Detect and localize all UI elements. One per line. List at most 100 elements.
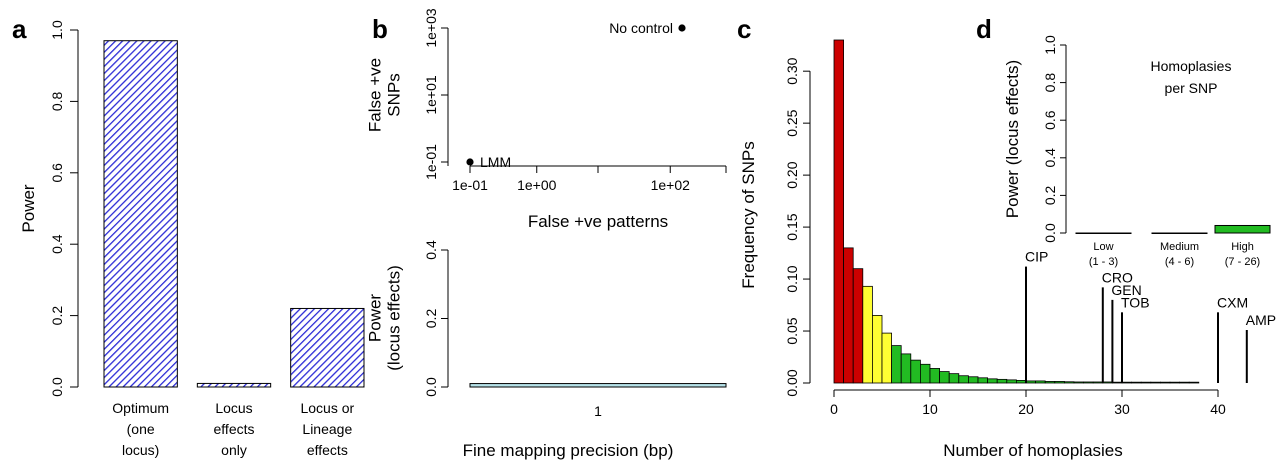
hist-bar-32 (1131, 381, 1142, 384)
x-tick-label-a: Locus (215, 400, 252, 416)
x-tick-label-a: Locus or (300, 400, 354, 416)
hist-bar-14 (958, 375, 969, 384)
hist-bar-24 (1054, 381, 1065, 384)
hist-bar-21 (1025, 380, 1036, 384)
hist-bar-31 (1121, 381, 1132, 384)
y-axis-title-b-top: False +veSNPs (366, 58, 404, 132)
x-tick-label-c: 40 (1210, 401, 1226, 417)
hist-bar-19 (1006, 379, 1017, 384)
x-tick-label-d: Medium (1160, 241, 1199, 253)
x-axis-title-c: Number of homoplasies (943, 441, 1123, 460)
bar-d-1 (1075, 232, 1132, 234)
y-tick-label-d: 0.2 (1042, 185, 1058, 205)
hist-bar-15 (968, 376, 979, 384)
hist-bar-34 (1150, 381, 1161, 384)
y-tick-label-a: 1.0 (49, 20, 65, 40)
hist-bar-38 (1188, 381, 1200, 384)
bar-a-3 (290, 307, 365, 388)
y-tick-label-d: 1.0 (1042, 35, 1058, 55)
hist-bar-20 (1016, 380, 1027, 384)
x-tick-label-a: Lineage (302, 421, 352, 437)
y-tick-label-c: 0.20 (784, 161, 800, 188)
title-d-line-1: Homoplasies (1151, 58, 1232, 74)
hist-bar-7 (891, 345, 902, 384)
panel-letter-c: c (737, 14, 751, 44)
y-tick-label-b-top: 1e-01 (423, 144, 439, 180)
y-tick-label-a: 0.2 (49, 306, 65, 326)
y-tick-label-d: 0.4 (1042, 148, 1058, 168)
y-tick-label-b-top: 1e+03 (423, 8, 439, 48)
bar-d-3 (1214, 224, 1271, 234)
y-axis-title-b-bottom: Power(locus effects) (366, 265, 404, 371)
x-tick-label-a: locus) (122, 442, 159, 458)
x-tick-label-a: effects (307, 442, 348, 458)
x-tick-label-b-top: 1e+00 (517, 177, 557, 193)
hist-bar-16 (977, 377, 989, 384)
hist-bar-8 (900, 353, 912, 384)
y-tick-label-c: 0.10 (784, 265, 800, 292)
x-tick-label-a: (one (127, 421, 155, 437)
hist-bar-12 (939, 371, 950, 384)
hist-bar-17 (987, 378, 998, 384)
y-axis-title-d: Power (locus effects) (1003, 60, 1022, 218)
hist-bar-37 (1179, 381, 1190, 384)
y-axis-title-a: Power (19, 184, 38, 233)
hist-bar-36 (1169, 381, 1180, 384)
panel-letter-a: a (12, 14, 27, 44)
point-label-b-2: No control (609, 20, 673, 36)
x-tick-label-d: (7 - 26) (1225, 256, 1260, 268)
hist-bar-26 (1073, 381, 1084, 384)
y-tick-label-d: 0.6 (1042, 110, 1058, 130)
x-tick-label-c: 30 (1114, 401, 1130, 417)
x-axis-title-b-bottom: Fine mapping precision (bp) (463, 441, 674, 460)
chart-d-inset-power-bars: 0.0 0.2 0.4 0.6 0.8 1.0 Power (locus effects) H… (1003, 35, 1271, 268)
drug-label-amp: AMP (1246, 312, 1276, 328)
x-tick-label-b-bottom: 1 (594, 403, 602, 419)
x-tick-label-d: High (1231, 241, 1254, 253)
hist-bar-5 (872, 315, 883, 384)
drug-label-tob: TOB (1121, 294, 1150, 310)
hist-bar-1 (833, 39, 845, 384)
hist-bar-25 (1064, 381, 1075, 384)
x-tick-label-c: 20 (1018, 401, 1034, 417)
x-tick-label-b-top: 1e+02 (651, 177, 691, 193)
y-tick-label-b-bottom: 0.0 (423, 377, 439, 397)
hist-bar-2 (843, 247, 854, 384)
hist-bar-30 (1112, 381, 1123, 384)
hist-bar-13 (948, 373, 960, 384)
y-tick-label-c: 0.25 (784, 109, 800, 136)
x-tick-label-d: Low (1093, 241, 1113, 253)
x-axis-title-b-top: False +ve patterns (528, 212, 668, 231)
hist-bar-10 (920, 363, 931, 384)
hist-bar-22 (1035, 380, 1046, 384)
x-tick-label-d: (1 - 3) (1089, 256, 1118, 268)
hist-bar-3 (852, 268, 864, 384)
y-tick-label-b-bottom: 0.2 (423, 309, 439, 329)
chart-b-fine-mapping-bar: 0.0 0.2 0.4 1 Fine mapping precision (bp) Pow… (366, 240, 727, 460)
drug-label-gen: GEN (1111, 282, 1141, 298)
y-tick-label-d: 0.8 (1042, 73, 1058, 93)
hist-bar-23 (1044, 381, 1056, 384)
y-axis-title-c: Frequency of SNPs (739, 141, 758, 288)
bar-a-2 (196, 382, 272, 388)
y-tick-label-c: 0.15 (784, 213, 800, 240)
y-tick-label-b-bottom: 0.4 (423, 240, 439, 260)
x-tick-label-c: 10 (922, 401, 938, 417)
hist-bar-35 (1160, 381, 1171, 384)
hist-bar-27 (1083, 381, 1094, 384)
chart-a-power-bars: 0.0 0.2 0.4 0.6 0.8 1.0 Power Optimum (one locus)… (19, 20, 365, 458)
drug-label-cip: CIP (1025, 249, 1048, 265)
y-tick-label-a: 0.4 (49, 234, 65, 254)
point-b-2 (678, 24, 686, 32)
hist-bar-29 (1102, 381, 1113, 384)
hist-bar-4 (862, 285, 873, 384)
title-d-line-2: per SNP (1165, 80, 1218, 96)
x-tick-label-b-top: 1e-01 (452, 177, 488, 193)
hist-bar-33 (1140, 381, 1152, 384)
x-tick-label-a: effects (214, 421, 255, 437)
hist-bar-18 (996, 378, 1008, 384)
x-tick-label-c: 0 (830, 401, 838, 417)
panel-letter-b: b (372, 14, 388, 44)
drug-label-cxm: CXM (1217, 294, 1248, 310)
